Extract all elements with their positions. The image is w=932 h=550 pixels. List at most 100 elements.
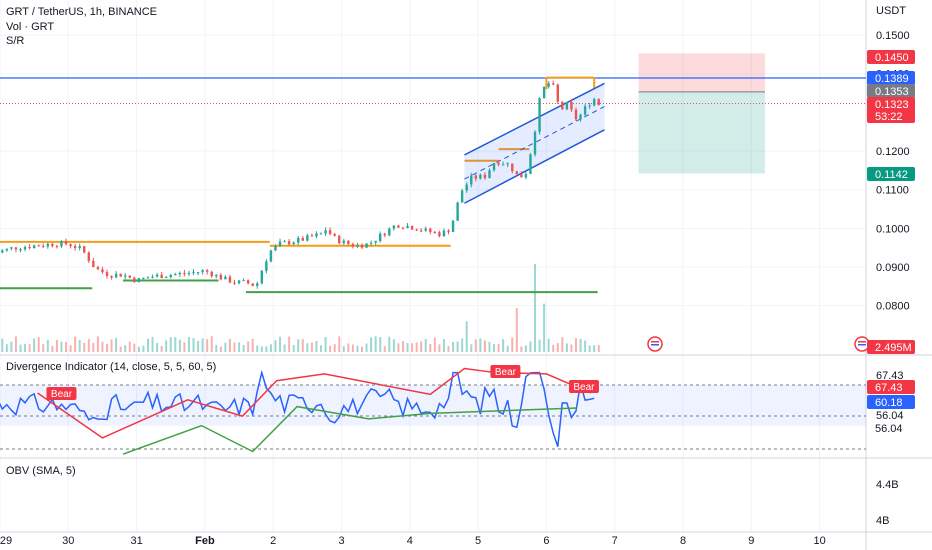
channel-lower [464, 129, 605, 204]
price-tick: 0.0900 [876, 262, 910, 274]
price-axis[interactable]: 0.15000.14000.12000.11000.10000.09000.08… [867, 30, 915, 527]
candle-body [196, 272, 200, 274]
volume-bar [461, 338, 464, 352]
candle-body [23, 247, 27, 250]
volume-bar [69, 345, 72, 352]
volume-bar [28, 344, 31, 352]
bear-label: Bear [51, 389, 73, 400]
symbol-title[interactable]: GRT / TetherUS, 1h, BINANCE [6, 6, 158, 18]
divergence-indicator-legend[interactable]: Divergence Indicator (14, close, 5, 5, 6… [6, 361, 217, 373]
volume-bar [415, 342, 418, 352]
candle-body [374, 240, 377, 243]
volume-bar [46, 339, 49, 352]
volume-bar [201, 338, 204, 352]
volume-bar [365, 343, 368, 352]
volume-bar [247, 341, 250, 352]
short-position-tool[interactable] [638, 53, 765, 174]
volume-bar [347, 343, 350, 352]
sr-legend[interactable]: S/R [6, 35, 25, 47]
candle-body [451, 220, 455, 232]
candle-body [429, 228, 432, 233]
volume-bar [474, 339, 477, 352]
volume-bar [192, 337, 195, 352]
candle-body [424, 228, 427, 231]
candle-body [160, 274, 163, 279]
candle-body [492, 163, 496, 171]
volume-bar [96, 336, 99, 352]
candle-body [456, 202, 459, 221]
candle-body [556, 84, 559, 102]
candle-body [574, 109, 578, 120]
volume-bar [87, 338, 90, 352]
candle-body [155, 274, 159, 277]
volume-bar [406, 342, 409, 352]
volume-bar [306, 343, 309, 352]
candle-body [292, 242, 295, 245]
rsi-badge-text: 60.18 [875, 397, 903, 409]
volume-bar [493, 344, 496, 352]
volume-bar [65, 342, 68, 352]
candle-body [511, 163, 514, 172]
volume-legend[interactable]: Vol · GRT [6, 21, 55, 33]
candle-body [124, 275, 127, 277]
candle-body [283, 241, 286, 243]
candle-body [379, 233, 382, 241]
bear-label-bg [46, 387, 77, 400]
volume-bar [260, 346, 263, 352]
candle-body [174, 274, 177, 276]
candle-body [465, 184, 468, 191]
volume-bar [251, 338, 254, 352]
volume-bar [370, 337, 373, 352]
volume-bar [447, 346, 450, 352]
volume-bar [110, 339, 113, 352]
volume-bar [360, 346, 363, 352]
candle-body [60, 241, 63, 247]
price-badge-text: 0.1353 [875, 86, 909, 98]
price-badge [867, 97, 915, 111]
volume-bar [433, 337, 436, 352]
volume-bar [256, 345, 259, 352]
candle-body [306, 235, 309, 241]
candle-body [310, 235, 314, 237]
volume-bar [356, 345, 359, 352]
candle-body [37, 245, 40, 247]
volume-bar [151, 336, 154, 352]
volume-bar [511, 337, 514, 352]
candle-body [287, 241, 291, 245]
candle-body [187, 273, 191, 275]
volume-bar [584, 340, 587, 352]
rsi-badge [867, 395, 915, 409]
volume-bar [338, 336, 341, 352]
time-label: 10 [813, 535, 825, 547]
bear-label: Bear [495, 367, 517, 378]
time-axis[interactable]: 29 30 31 Feb 2 3 4 5 6 7 8 9 10 [0, 535, 826, 547]
price-badge [867, 71, 915, 85]
volume-bar [42, 344, 45, 352]
price-badge [867, 167, 915, 181]
volume-bar [442, 339, 445, 352]
rsi-line [0, 369, 595, 447]
volume-bar [33, 338, 36, 352]
candle-body [338, 235, 341, 244]
volume-bar [524, 345, 527, 352]
volume-bar [534, 264, 537, 352]
volume-bar [488, 341, 491, 352]
volume-bar [238, 342, 241, 352]
obv-legend[interactable]: OBV (SMA, 5) [6, 465, 76, 477]
candle-body [87, 252, 90, 261]
candle-body [278, 241, 282, 246]
volume-bar [506, 345, 509, 352]
volume-bar [351, 344, 354, 352]
obv-tick: 4.4B [876, 479, 899, 491]
volume-bar [565, 343, 568, 352]
volume-bar [574, 338, 577, 352]
volume-bar [228, 338, 231, 352]
candle-body [397, 225, 400, 228]
volume-bar [374, 336, 377, 352]
volume-bar [219, 346, 222, 352]
volume-bar [156, 342, 159, 352]
price-tick: 0.0800 [876, 301, 910, 313]
bear-label: Bear [573, 382, 595, 393]
candle-body [265, 261, 268, 271]
